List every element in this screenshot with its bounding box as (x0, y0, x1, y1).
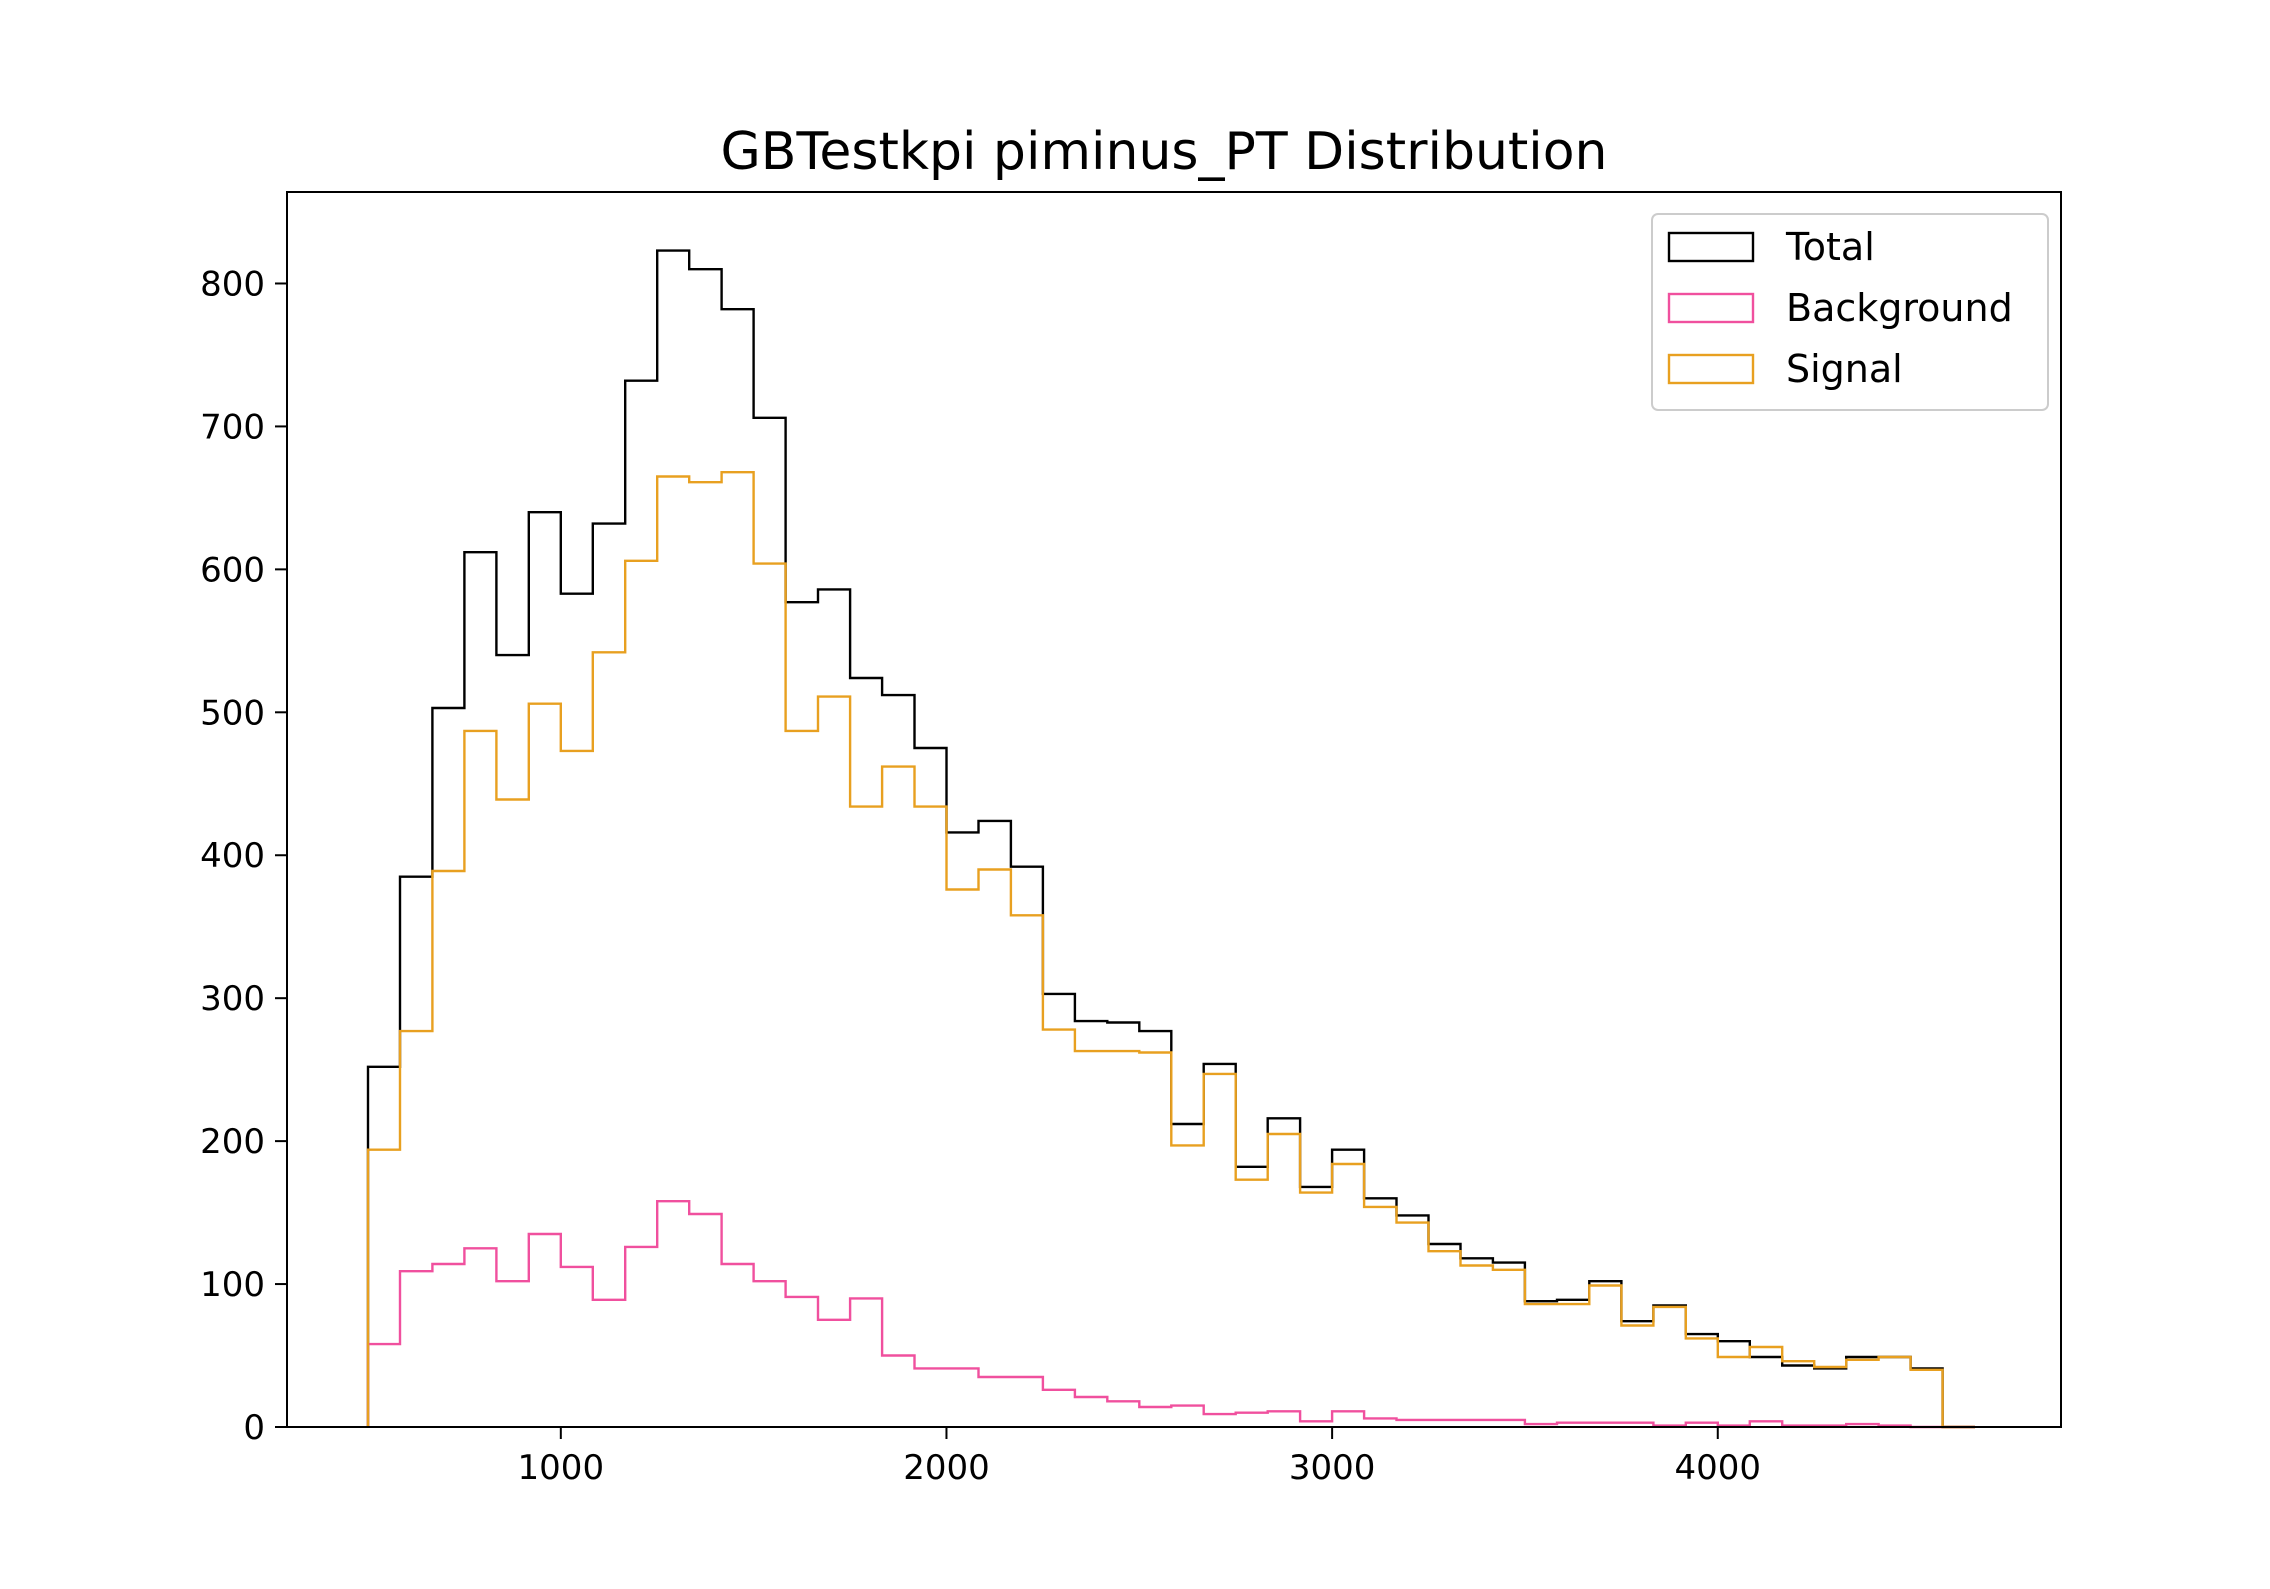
y-tick-label: 400 (200, 836, 265, 876)
series-layer (366, 249, 1975, 1429)
legend-label-background: Background (1786, 286, 2013, 330)
axes-layer: 1000 2000 3000 4000 0 100 200 300 400 500 600 700 80… (200, 264, 1761, 1488)
series-background-step (366, 1200, 1975, 1429)
legend: Total Background Signal (1651, 213, 2049, 411)
plot-frame (286, 191, 2062, 1428)
x-tick-label: 4000 (1675, 1448, 1762, 1488)
x-tick-label: 2000 (903, 1448, 990, 1488)
legend-swatch-signal (1667, 353, 1755, 385)
legend-label-total: Total (1785, 225, 1875, 269)
y-tick-label: 500 (200, 693, 265, 733)
series-signal-step (366, 471, 1975, 1429)
y-tick-label: 700 (200, 407, 265, 447)
legend-label-signal: Signal (1786, 347, 1903, 391)
legend-swatch-background (1667, 292, 1755, 324)
legend-swatch-total (1667, 231, 1755, 263)
y-tick-label: 600 (200, 550, 265, 590)
y-tick-label: 0 (243, 1408, 265, 1448)
y-tick-label: 300 (200, 979, 265, 1019)
x-tick-label: 1000 (518, 1448, 605, 1488)
y-tick-label: 100 (200, 1265, 265, 1305)
y-tick-label: 800 (200, 264, 265, 304)
legend-box (1651, 213, 2049, 411)
chart-title: GBTestkpi piminus_PT Distribution (720, 122, 1607, 182)
x-tick-label: 3000 (1289, 1448, 1376, 1488)
y-tick-label: 200 (200, 1122, 265, 1162)
